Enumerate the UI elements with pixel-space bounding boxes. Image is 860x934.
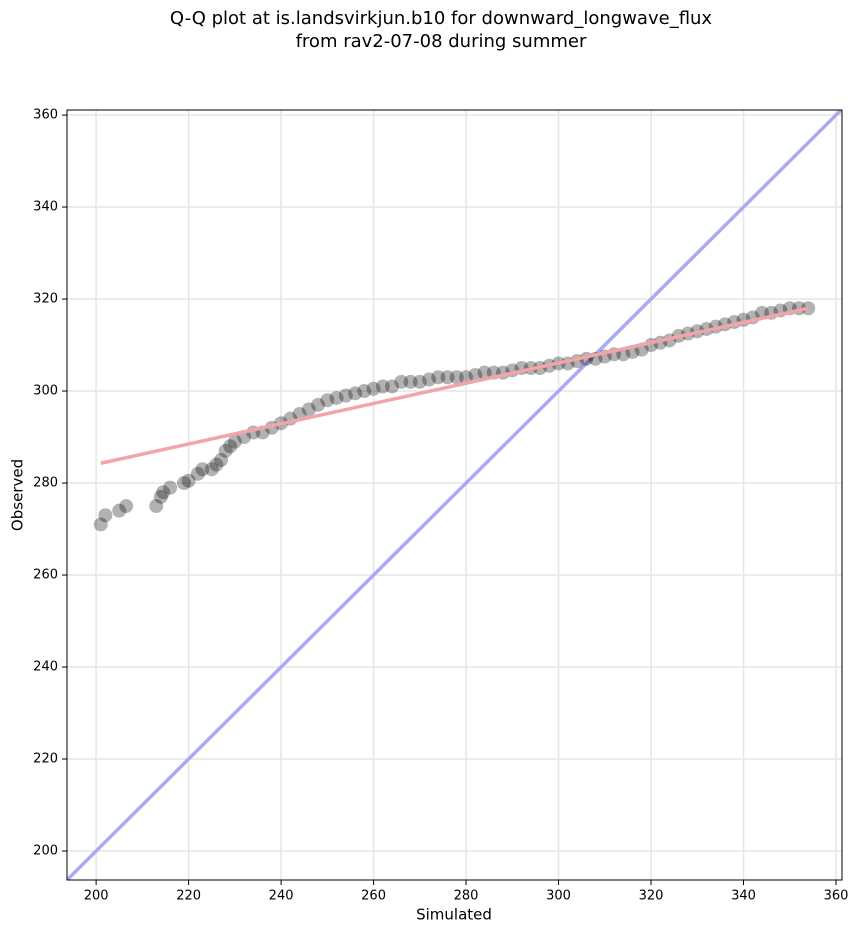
- y-tick-label: 360: [33, 108, 58, 123]
- point: [156, 485, 171, 500]
- point: [112, 503, 127, 518]
- y-tick-label: 300: [33, 384, 58, 399]
- y-tick-label: 200: [33, 844, 58, 859]
- x-tick-label: 220: [176, 889, 201, 904]
- point: [375, 379, 390, 394]
- x-axis-label: Simulated: [416, 906, 492, 924]
- point: [119, 499, 134, 514]
- point: [209, 457, 224, 472]
- point: [163, 480, 178, 495]
- point: [385, 379, 400, 394]
- point: [348, 386, 363, 401]
- y-tick-label: 280: [33, 476, 58, 491]
- point: [98, 508, 113, 523]
- point: [176, 476, 191, 491]
- point: [149, 499, 164, 514]
- point: [440, 370, 455, 385]
- point: [477, 365, 492, 380]
- x-tick-label: 360: [824, 889, 849, 904]
- x-tick-label: 260: [361, 889, 386, 904]
- point: [468, 367, 483, 382]
- point: [449, 370, 464, 385]
- point: [366, 381, 381, 396]
- y-axis-label: Observed: [9, 459, 27, 531]
- point: [218, 443, 233, 458]
- point: [320, 393, 335, 408]
- point: [412, 374, 427, 389]
- point: [431, 370, 446, 385]
- point: [213, 453, 228, 468]
- y-tick-label: 340: [33, 200, 58, 215]
- point: [329, 390, 344, 405]
- point: [223, 439, 238, 454]
- x-tick-label: 320: [639, 889, 664, 904]
- point: [301, 402, 316, 417]
- x-tick-label: 200: [84, 889, 109, 904]
- point: [181, 473, 196, 488]
- axes-frame: [66, 109, 843, 881]
- y-tick-label: 260: [33, 568, 58, 583]
- chart-subtitle: from rav2-07-08 during summer: [296, 31, 587, 52]
- point: [195, 462, 210, 477]
- point: [338, 388, 353, 403]
- plot-area: [67, 110, 842, 880]
- point: [227, 434, 242, 449]
- y-tick-label: 320: [33, 292, 58, 307]
- point: [93, 517, 108, 532]
- point: [357, 384, 372, 399]
- point: [403, 374, 418, 389]
- x-tick-label: 280: [454, 889, 479, 904]
- ticks: 200 220 240 260 280 300 320 340 360 200 220 240 260 2…: [33, 108, 848, 904]
- point: [190, 466, 205, 481]
- point: [153, 489, 168, 504]
- x-tick-label: 300: [546, 889, 571, 904]
- point: [311, 397, 326, 412]
- x-tick-label: 340: [731, 889, 756, 904]
- point: [422, 372, 437, 387]
- x-tick-label: 240: [269, 889, 294, 904]
- y-tick-label: 220: [33, 752, 58, 767]
- identity-line: [67, 110, 842, 880]
- y-tick-label: 240: [33, 660, 58, 675]
- point: [394, 374, 409, 389]
- grid: [67, 110, 842, 880]
- chart-title: Q-Q plot at is.landsvirkjun.b10 for down…: [170, 8, 713, 29]
- fit-line: [100, 306, 809, 465]
- point: [204, 462, 219, 477]
